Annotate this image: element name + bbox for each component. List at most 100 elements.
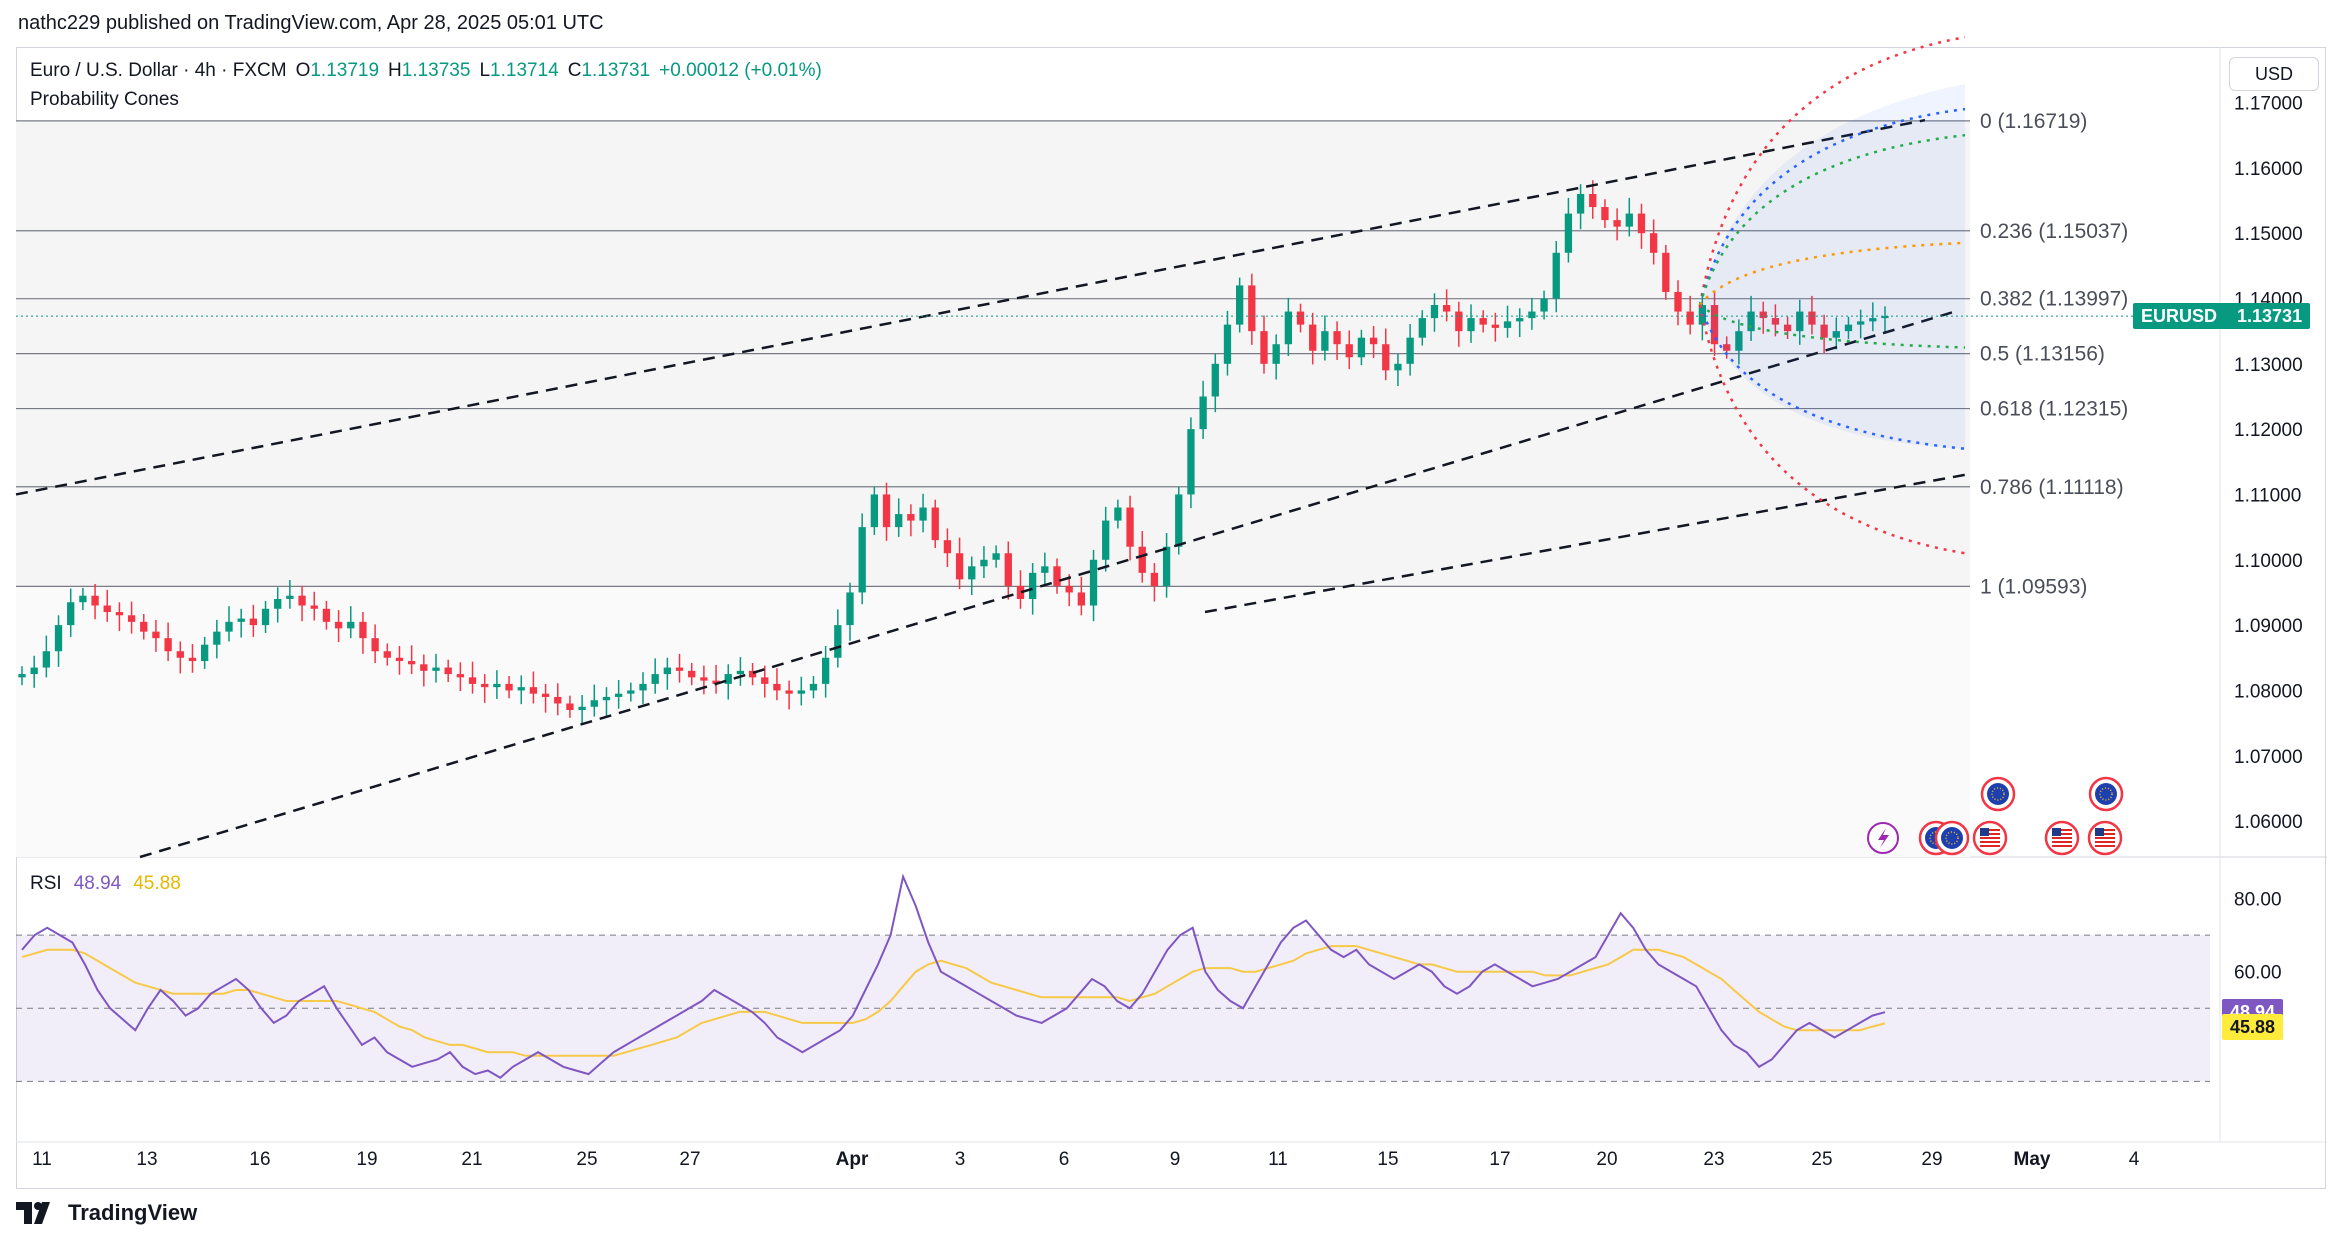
fib-level-label: 0.236 (1.15037) xyxy=(1980,220,2128,243)
candle-body xyxy=(724,674,732,684)
candle-body xyxy=(371,638,379,652)
candle-body xyxy=(249,618,258,626)
candle-body xyxy=(1004,553,1012,586)
candle-body xyxy=(1430,305,1439,319)
candle-body xyxy=(968,566,976,580)
candle-body xyxy=(347,621,355,629)
symbol-legend: Euro / U.S. Dollar · 4h · FXCM O1.13719 … xyxy=(30,60,822,82)
indicator-name[interactable]: Probability Cones xyxy=(30,89,179,110)
time-tick-label: 9 xyxy=(1170,1149,1181,1170)
time-tick-label: 25 xyxy=(1811,1149,1832,1170)
us-flag-icon xyxy=(2044,820,2080,856)
price-tick-label: 1.17000 xyxy=(2234,94,2303,115)
candle-body xyxy=(1601,207,1609,221)
candle-body xyxy=(1552,252,1560,299)
rsi-tick-label: 80.00 xyxy=(2234,890,2282,911)
candle-body xyxy=(1747,311,1755,332)
channel-lower-line xyxy=(1204,473,1966,614)
candle-body xyxy=(103,605,111,613)
candle-body xyxy=(115,612,124,616)
candle-body xyxy=(907,514,915,521)
candle-body xyxy=(1832,331,1840,338)
candle-body xyxy=(1382,344,1390,371)
last-price-tag[interactable]: EURUSD 1.13731 xyxy=(2133,303,2311,330)
candle-body xyxy=(554,696,562,704)
candle-body xyxy=(493,683,501,688)
candle-body xyxy=(1528,311,1536,319)
candle-body xyxy=(1345,344,1353,358)
published-by-line: nathc229 published on TradingView.com, A… xyxy=(18,12,604,34)
time-tick-label: 19 xyxy=(356,1149,377,1170)
rsi-tick-label: 60.00 xyxy=(2234,963,2282,984)
candle-body xyxy=(895,514,903,528)
candle-body xyxy=(334,621,343,629)
candle-body xyxy=(1284,311,1293,345)
time-tick-label: 3 xyxy=(955,1149,966,1170)
price-tick-label: 1.15000 xyxy=(2234,224,2303,245)
eu-flag-icon xyxy=(1934,820,1970,856)
candle-body xyxy=(1783,324,1792,332)
change-value: +0.00012 (+0.01%) xyxy=(659,60,822,81)
candle-body xyxy=(1041,566,1049,573)
candle-body xyxy=(602,696,611,701)
candle-body xyxy=(1418,318,1426,338)
candle-body xyxy=(627,690,635,694)
candle-body xyxy=(712,680,720,684)
candle-body xyxy=(1357,337,1366,358)
candle-body xyxy=(395,657,404,662)
candle-body xyxy=(140,621,148,632)
open-label: O xyxy=(295,60,311,81)
candle-body xyxy=(1771,318,1780,325)
candle-body xyxy=(1089,559,1098,606)
price-tick-label: 1.12000 xyxy=(2234,420,2303,441)
candle-body xyxy=(237,618,245,622)
candle-body xyxy=(529,687,538,694)
open-value: 1.13719 xyxy=(310,60,380,81)
candle-body xyxy=(1150,572,1159,586)
candle-body xyxy=(188,657,197,662)
time-tick-label: 25 xyxy=(576,1149,597,1170)
candle-body xyxy=(164,638,172,652)
time-tick-label: Apr xyxy=(836,1149,869,1170)
candle-body xyxy=(1491,324,1500,328)
candle-body xyxy=(1077,592,1086,606)
candle-body xyxy=(1881,316,1889,319)
price-tick-label: 1.11000 xyxy=(2234,485,2301,506)
close-label: C xyxy=(567,60,582,81)
eu-flag-icon xyxy=(1980,776,2016,812)
time-tick-label: 16 xyxy=(249,1149,270,1170)
candle-body xyxy=(18,674,26,678)
candle-body xyxy=(1199,396,1207,430)
candle-body xyxy=(541,693,550,697)
rsi-legend: RSI 48.94 45.88 xyxy=(30,873,181,895)
candle-body xyxy=(468,677,477,684)
close-value: 1.13731 xyxy=(581,60,651,81)
currency-button[interactable]: USD xyxy=(2229,57,2319,91)
candle-body xyxy=(310,605,318,609)
rsi-ma-value-tag: 45.88 xyxy=(2222,1014,2284,1041)
candle-body xyxy=(919,507,927,521)
candle-body xyxy=(1235,285,1244,325)
candle-body xyxy=(688,670,696,678)
rsi-name[interactable]: RSI xyxy=(30,873,62,894)
candle-body xyxy=(505,683,513,691)
fib-level-label: 0.786 (1.11118) xyxy=(1980,476,2124,499)
candle-body xyxy=(1540,298,1548,312)
tradingview-logo[interactable]: TradingView xyxy=(16,1200,197,1226)
candle-body xyxy=(1637,213,1646,234)
candle-body xyxy=(1296,311,1305,325)
candle-body xyxy=(1503,321,1512,328)
fib-level-label: 0.5 (1.13156) xyxy=(1980,343,2105,366)
candle-body xyxy=(761,677,769,684)
symbol-description[interactable]: Euro / U.S. Dollar · 4h · FXCM xyxy=(30,60,287,81)
us-flag-icon xyxy=(2087,820,2123,856)
candle-body xyxy=(980,559,988,567)
candle-body xyxy=(931,507,939,541)
candle-body xyxy=(1126,507,1134,547)
price-tick-label: 1.10000 xyxy=(2234,551,2303,572)
candle-body xyxy=(420,664,428,671)
candle-body xyxy=(322,608,331,622)
high-value: 1.13735 xyxy=(401,60,471,81)
cone-upper-near xyxy=(1699,241,1966,306)
